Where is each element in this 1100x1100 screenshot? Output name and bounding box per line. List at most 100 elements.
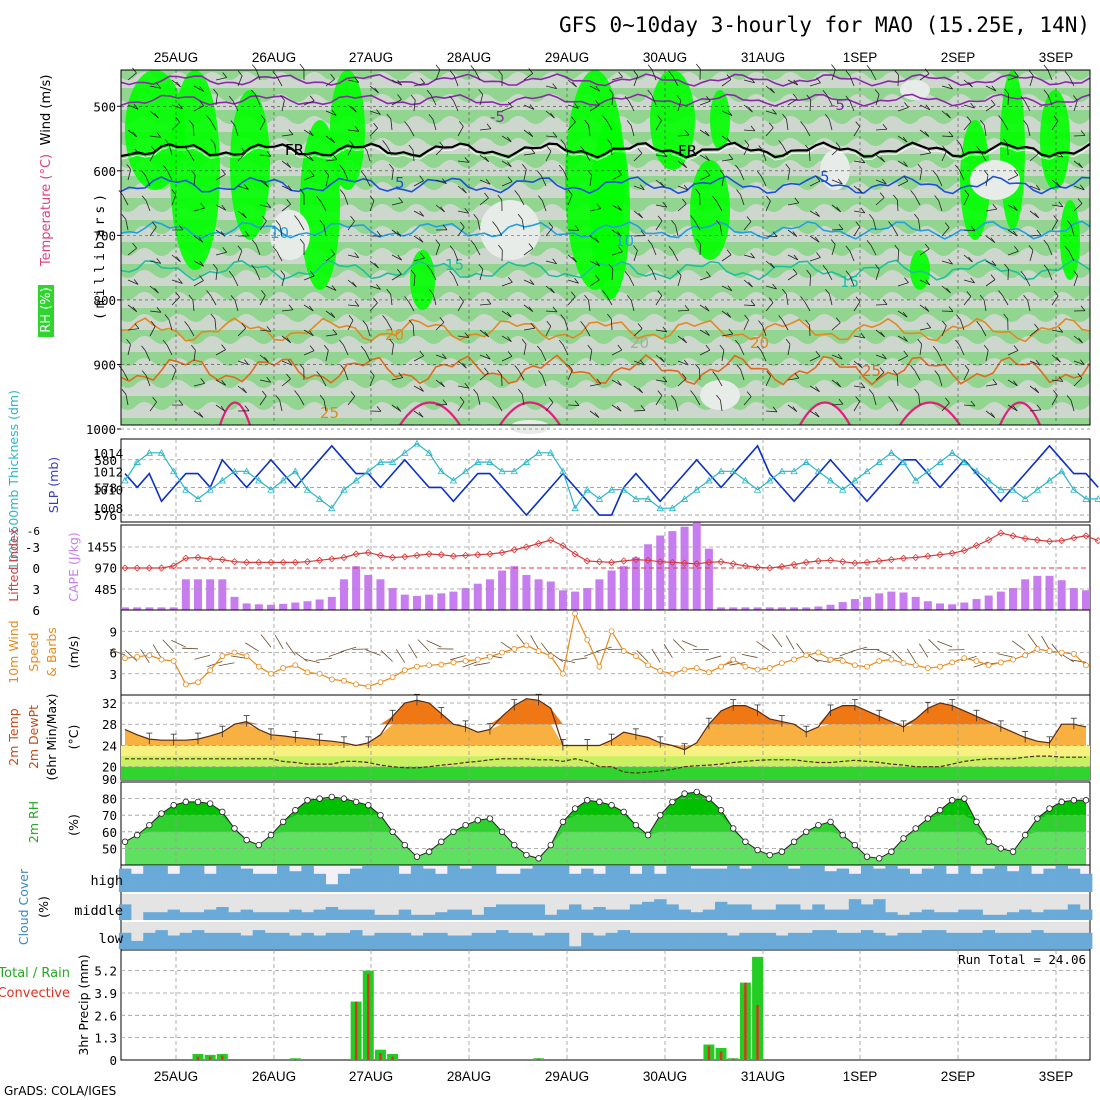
cloud-bar — [532, 904, 545, 920]
wind-barb — [853, 160, 865, 164]
wind-barb — [741, 653, 758, 658]
wind-barb — [303, 350, 315, 356]
wind-barb-flag — [830, 239, 836, 245]
wind-barb-flag — [151, 146, 156, 152]
rh-marker — [815, 821, 822, 829]
slp-marker — [425, 448, 433, 456]
wind-barb-flag — [199, 100, 204, 106]
wind-barb-flag — [964, 189, 969, 196]
wind-barb-flag — [1028, 245, 1034, 251]
wind-barb — [1047, 269, 1053, 281]
wind-barb — [651, 94, 657, 106]
wind-marker — [243, 653, 250, 659]
cape-bar — [339, 579, 348, 610]
lifted-marker — [912, 553, 920, 562]
wind-barb-flag — [462, 187, 467, 194]
wind-barb — [479, 197, 489, 206]
wind-barb-flag — [671, 395, 676, 401]
wind-barb-flag — [785, 163, 791, 170]
wind-barb-flag — [860, 157, 866, 164]
cloud-bar — [569, 873, 582, 892]
wind-barb-flag — [926, 147, 932, 154]
cape-bar — [303, 601, 312, 610]
cloud-bar — [520, 932, 533, 949]
rh-marker — [596, 798, 603, 806]
thickness-tick: 576 — [94, 508, 117, 523]
rh-dry-pocket — [820, 150, 850, 190]
wind-barb-flag — [210, 138, 216, 145]
cloud-bar — [666, 904, 679, 920]
wind-barb-flag — [744, 139, 750, 146]
wind-barb — [325, 159, 337, 162]
wind-barb-flag — [132, 306, 138, 312]
wind-barb-flag — [746, 391, 752, 397]
wind-barb — [1051, 295, 1059, 306]
cape-bar — [291, 602, 300, 610]
cape-tick: 1455 — [87, 539, 117, 554]
cloud-bar — [350, 909, 363, 920]
wind-barb — [245, 642, 260, 652]
wind-barb — [145, 350, 151, 362]
wind-barb — [479, 269, 484, 281]
wind-barb — [408, 644, 418, 659]
cloud-bar — [775, 935, 789, 949]
cape-bars — [121, 522, 1090, 610]
wind-barb-flag — [299, 63, 305, 70]
wind-barb-flag — [332, 329, 338, 335]
wind-barb-flag — [275, 219, 281, 226]
wind-barb — [281, 203, 291, 212]
wind-barb-flag — [624, 95, 630, 102]
wind-barb — [237, 360, 249, 366]
wind-barb — [149, 260, 161, 264]
wind-barb-flag — [264, 181, 269, 188]
wind-barb — [849, 275, 855, 287]
rh-marker — [182, 798, 190, 806]
wind-barb-flag — [398, 372, 404, 378]
wind-barb — [938, 375, 943, 387]
wind-barb — [787, 98, 798, 106]
wind-barb-flag — [1036, 229, 1042, 236]
wind-barb-flag — [814, 411, 820, 418]
wind-barb — [765, 200, 771, 212]
wind-barb-flag — [548, 222, 554, 228]
wind-barb-flag — [990, 412, 996, 418]
pressure-level: 800 — [93, 293, 116, 308]
upper-air-grid — [121, 70, 1090, 430]
cloud-bar — [1055, 866, 1069, 892]
wind-barb-flag — [568, 364, 573, 371]
wind-barb — [983, 300, 987, 312]
wind-barb — [127, 129, 137, 138]
cloud-bar — [544, 914, 558, 920]
top-date-axis: 25AUG 26AUG 27AUG 28AUG 29AUG 30AUG 31AUG 1SEP 2… — [154, 50, 1073, 65]
cloud-bar — [313, 935, 327, 949]
cloud-bar — [1079, 909, 1093, 920]
hot-contour — [218, 401, 252, 426]
wind-barb — [831, 244, 836, 256]
wind-barb — [364, 175, 371, 187]
wind-barb-flag — [571, 116, 576, 123]
wind-barb-flag — [354, 77, 360, 83]
wind-barb — [677, 378, 687, 387]
wind-barb — [919, 129, 930, 137]
cape-bar — [729, 607, 738, 610]
wind-barb — [729, 662, 746, 666]
wind-barb — [303, 658, 320, 664]
cloud-bar — [350, 930, 363, 949]
wind-barb-flag — [200, 202, 205, 209]
cloud-bar — [994, 932, 1008, 949]
cloud-bar — [118, 904, 132, 920]
cape-bar — [631, 557, 640, 610]
cloud-bar — [252, 912, 266, 920]
wind-barb — [809, 82, 821, 87]
wind-barb-flag — [640, 230, 646, 236]
wind-barb — [325, 135, 335, 144]
rh-marker — [985, 838, 992, 845]
wind-barb — [980, 326, 987, 337]
precip-conv-bar — [367, 974, 370, 1060]
wind-barb — [809, 274, 812, 287]
wind-barb — [1007, 76, 1019, 81]
wind-barb — [831, 322, 841, 331]
cloud-bar — [386, 866, 400, 892]
wind-barb — [1047, 94, 1053, 106]
wind-barb — [530, 635, 539, 650]
